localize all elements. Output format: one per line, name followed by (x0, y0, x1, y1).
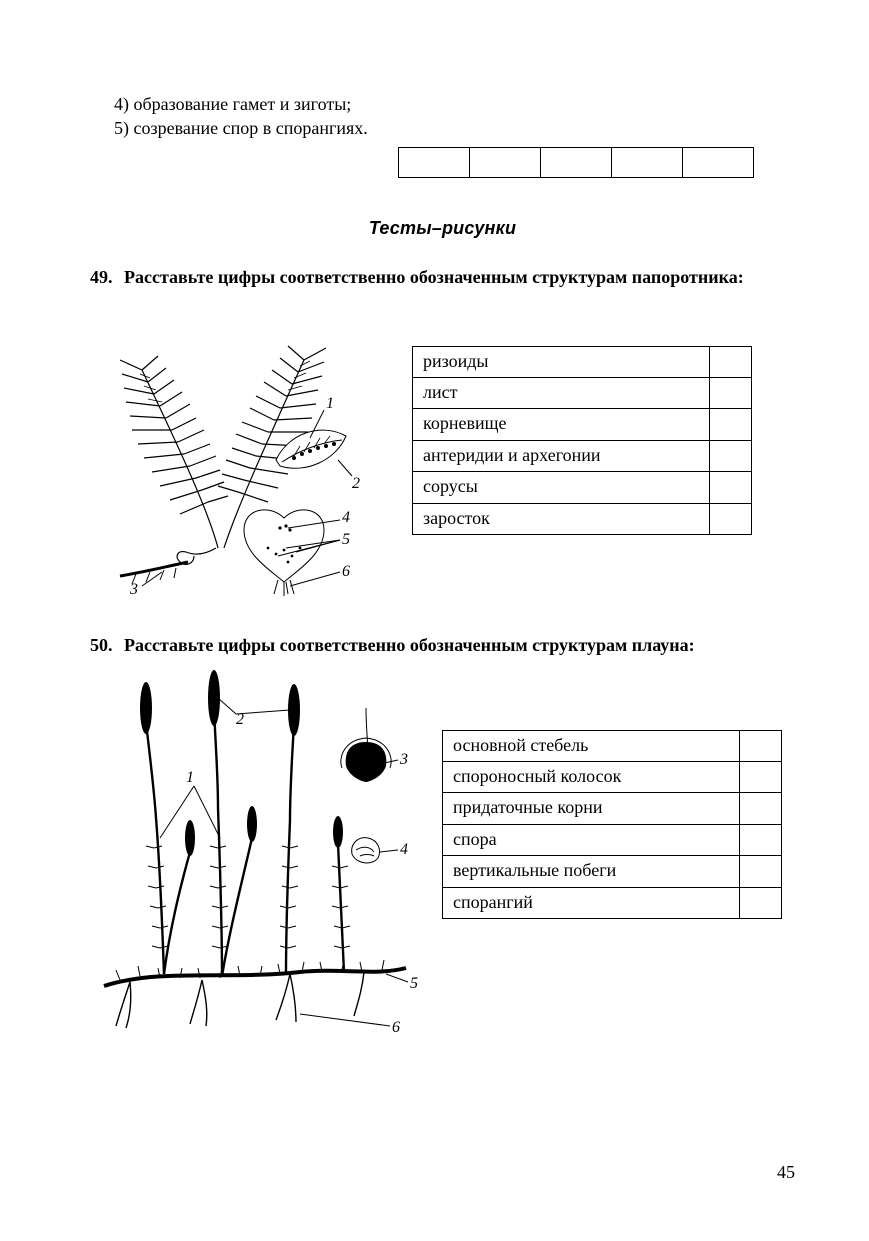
struct-answer[interactable] (710, 472, 752, 503)
struct-name: спора (443, 824, 740, 855)
struct-answer[interactable] (710, 409, 752, 440)
struct-answer[interactable] (710, 440, 752, 471)
answer-cell[interactable] (541, 147, 612, 177)
diagram-label: 4 (400, 841, 408, 858)
answer-cell[interactable] (612, 147, 683, 177)
q49-block: 1 2 3 (90, 300, 795, 601)
intro-item: 5) созревание спор в спорангиях. (114, 116, 795, 140)
diagram-label: 5 (342, 531, 350, 548)
struct-name: придаточные корни (443, 793, 740, 824)
intro-item-num: 4) (114, 94, 129, 114)
diagram-label: 1 (326, 395, 334, 412)
intro-item-num: 5) (114, 118, 129, 138)
question-text: Расставьте цифры соответственно обозначе… (124, 267, 795, 288)
struct-answer[interactable] (740, 793, 782, 824)
struct-answer[interactable] (710, 503, 752, 534)
intro-item: 4) образование гамет и зиготы; (114, 92, 795, 116)
q50-table: основной стебель спороносный колосок при… (442, 730, 782, 919)
diagram-label: 3 (399, 751, 408, 768)
question-49: 49. Расставьте цифры соответственно обоз… (90, 267, 795, 288)
page-number: 45 (777, 1162, 795, 1183)
struct-name: корневище (413, 409, 710, 440)
struct-name: спороносный колосок (443, 761, 740, 792)
answer-cell[interactable] (470, 147, 541, 177)
diagram-label: 6 (342, 563, 350, 580)
clubmoss-diagram: 1 2 3 4 5 6 (90, 668, 420, 1053)
diagram-label: 1 (186, 769, 194, 786)
diagram-label: 2 (236, 711, 244, 728)
struct-name: основной стебель (443, 730, 740, 761)
struct-answer[interactable] (740, 824, 782, 855)
struct-answer[interactable] (710, 346, 752, 377)
q50-block: 1 2 3 4 5 6 осн (90, 668, 795, 1053)
diagram-label: 5 (410, 975, 418, 992)
struct-answer[interactable] (740, 856, 782, 887)
diagram-label: 3 (129, 581, 138, 596)
struct-name: спорангий (443, 887, 740, 918)
answer-grid (398, 147, 754, 178)
struct-name: сорусы (413, 472, 710, 503)
q49-table: ризоиды лист корневище антеридии и архег… (412, 346, 752, 535)
fern-diagram: 1 2 3 (90, 300, 390, 601)
struct-answer[interactable] (710, 377, 752, 408)
struct-name: заросток (413, 503, 710, 534)
struct-name: лист (413, 377, 710, 408)
question-number: 50. (90, 635, 124, 656)
struct-name: антеридии и архегонии (413, 440, 710, 471)
question-text: Расставьте цифры соответственно обозначе… (124, 635, 795, 656)
struct-answer[interactable] (740, 730, 782, 761)
struct-answer[interactable] (740, 761, 782, 792)
question-50: 50. Расставьте цифры соответственно обоз… (90, 635, 795, 656)
diagram-label: 2 (352, 475, 360, 492)
diagram-label: 4 (342, 509, 350, 526)
intro-item-text: образование гамет и зиготы; (134, 94, 352, 114)
section-title: Тесты–рисунки (90, 218, 795, 239)
intro-item-text: созревание спор в спорангиях. (134, 118, 368, 138)
struct-answer[interactable] (740, 887, 782, 918)
struct-name: вертикальные побеги (443, 856, 740, 887)
question-number: 49. (90, 267, 124, 288)
diagram-label: 6 (392, 1019, 400, 1036)
intro-list: 4) образование гамет и зиготы; 5) созрев… (114, 92, 795, 141)
answer-cell[interactable] (399, 147, 470, 177)
struct-name: ризоиды (413, 346, 710, 377)
answer-cell[interactable] (683, 147, 754, 177)
